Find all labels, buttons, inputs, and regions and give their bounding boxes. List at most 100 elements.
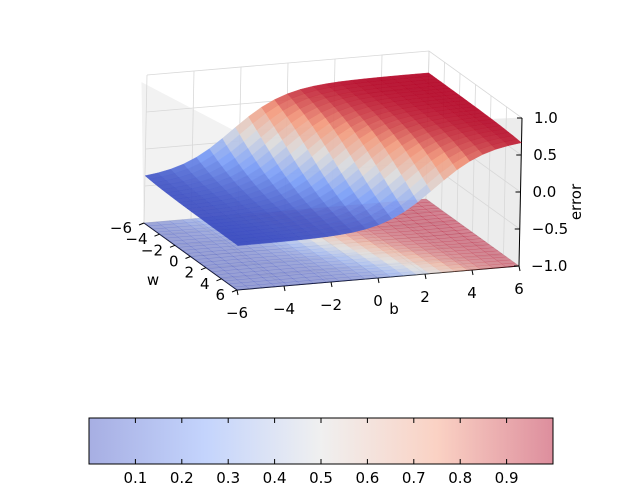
surface-cell xyxy=(424,259,443,264)
colorbar-tick-label: 0.5 xyxy=(309,469,333,487)
surface-cell xyxy=(454,229,474,234)
surface-cell xyxy=(394,247,414,253)
surface-cell xyxy=(352,237,371,243)
surface-cell xyxy=(236,247,256,253)
surface-cell xyxy=(450,246,469,252)
b-tick-mark xyxy=(330,281,333,288)
surface-cell xyxy=(415,72,434,78)
error-tick-label: −0.5 xyxy=(532,220,568,238)
surface-cell xyxy=(266,269,285,274)
surface-cell xyxy=(412,229,431,235)
colorbar-gradient xyxy=(89,418,553,464)
surface-cell xyxy=(335,256,354,262)
surface-cell xyxy=(407,267,426,272)
surface-cell xyxy=(300,252,320,258)
surface-cell xyxy=(177,246,196,251)
surface-cell xyxy=(262,245,281,251)
surface-cell xyxy=(425,207,444,213)
surface-cell xyxy=(403,213,423,218)
surface-cell xyxy=(420,225,439,230)
surface-cell xyxy=(198,261,217,266)
w-tick-label: 4 xyxy=(200,275,210,293)
surface-cell xyxy=(300,272,319,278)
surface-cell xyxy=(416,242,435,248)
surface-cell xyxy=(219,276,238,282)
surface-cell xyxy=(433,254,452,260)
surface-cell xyxy=(219,266,238,271)
surface-cell xyxy=(317,264,337,270)
surface-cell xyxy=(181,218,201,224)
surface-cell xyxy=(424,248,443,254)
surface-cell xyxy=(471,241,490,247)
surface-cell xyxy=(305,245,324,250)
surface-cell xyxy=(257,283,277,289)
surface-cell xyxy=(245,264,264,269)
surface-cell xyxy=(156,220,175,226)
surface-cell xyxy=(211,249,230,255)
surface-cell xyxy=(270,272,289,277)
surface-cell xyxy=(160,223,179,229)
surface-cell xyxy=(471,251,490,257)
b-tick-mark xyxy=(518,265,521,272)
surface-cell xyxy=(232,265,251,270)
surface-cell xyxy=(420,235,439,241)
surface-cell xyxy=(437,227,457,232)
surface-cell xyxy=(441,260,460,266)
surface-cell xyxy=(484,260,503,266)
surface-cell xyxy=(206,267,226,272)
b-tick-label: 4 xyxy=(467,284,477,302)
surface-cell xyxy=(296,280,315,285)
b-tick-label: −6 xyxy=(226,304,248,322)
w-tick-label: −4 xyxy=(125,230,147,248)
surface-cell xyxy=(177,235,196,241)
surface-cell xyxy=(373,273,392,279)
surface-cell xyxy=(420,266,439,271)
surface-cell xyxy=(454,259,473,265)
surface-cell xyxy=(429,221,448,226)
surface-cell xyxy=(467,238,486,243)
surface-cell xyxy=(411,260,430,265)
w-tick-mark xyxy=(200,267,207,271)
error-tick-label: 1.0 xyxy=(534,109,558,127)
surface-cell xyxy=(458,262,477,268)
colorbar-tick-label: 0.8 xyxy=(448,469,472,487)
surface-cell xyxy=(245,253,264,259)
surface-cell xyxy=(394,268,413,274)
surface-cell xyxy=(386,272,405,278)
surface-cell xyxy=(207,246,226,252)
surface-cell xyxy=(395,227,414,233)
surface-cell xyxy=(335,246,354,251)
surface-cell xyxy=(433,234,452,240)
surface-cell xyxy=(386,231,405,237)
w-tick-label: 0 xyxy=(169,253,179,271)
surface-cell xyxy=(411,270,430,275)
error-axis-label: error xyxy=(567,183,585,220)
surface-cell xyxy=(215,252,234,258)
surface-cell xyxy=(254,249,273,255)
surface-cell xyxy=(433,224,452,229)
surface-cell xyxy=(356,261,375,267)
w-axis-label: w xyxy=(147,271,159,289)
surface-cell xyxy=(147,224,166,230)
surface-cell xyxy=(352,258,371,264)
surface-cell xyxy=(437,268,456,273)
surface-cell xyxy=(398,261,418,266)
surface-cell xyxy=(334,266,354,272)
surface-cell xyxy=(441,240,461,246)
colorbar-tick-label: 0.6 xyxy=(355,469,379,487)
surface-cell xyxy=(194,237,213,243)
surface-cell xyxy=(480,257,499,263)
surface-cell xyxy=(305,265,324,271)
surface-cell xyxy=(185,241,205,247)
surface-cell xyxy=(232,285,251,291)
surface-cell xyxy=(462,265,482,271)
surface-cell xyxy=(164,236,183,242)
surface-cell xyxy=(275,264,294,270)
surface-cell xyxy=(296,269,315,275)
surface-cell xyxy=(382,249,401,254)
surface-cell xyxy=(475,264,494,270)
surface-cell xyxy=(258,242,277,248)
surface-cell xyxy=(425,218,444,223)
surface-cell xyxy=(223,269,243,274)
